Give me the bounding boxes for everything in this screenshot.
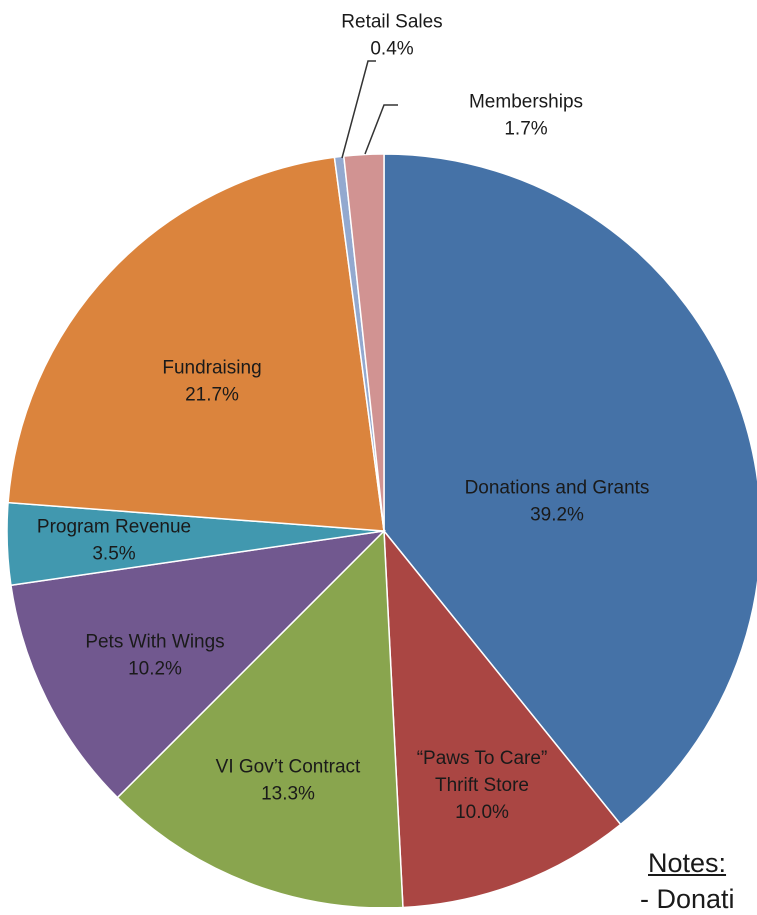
pie-slice-2 [383,528,622,907]
pie-slice-3 [116,529,404,907]
pie-slice-6 [7,156,385,532]
slice-value: 13.3% [261,784,315,805]
slice-label-8: Memberships 1.7% [469,92,583,140]
slice-value: 3.5% [92,544,135,565]
slice-name: Pets With Wings [85,632,224,653]
slice-name: Donations and Grants [465,478,650,499]
slice-value: 10.2% [128,659,182,680]
slice-value: 39.2% [530,505,584,526]
slice-label-1: Donations and Grants 39.2% [465,478,650,526]
slice-value: 1.7% [504,119,547,140]
pie-slice-8 [342,153,385,532]
slice-value: 21.7% [185,385,239,406]
slice-value: 0.4% [370,39,413,60]
slice-name: Memberships [469,92,583,113]
slice-label-3: VI Gov’t Contract 13.3% [216,757,361,805]
slice-name: Retail Sales [341,12,442,33]
leader-line-7 [341,60,376,159]
notes-heading: Notes: [648,848,727,878]
pie-slice-1 [383,153,757,826]
slice-label-6: Fundraising 21.7% [162,358,261,406]
slice-label-2: “Paws To Care” Thrift Store 10.0% [417,748,548,823]
slice-label-5: Program Revenue 3.5% [37,517,191,565]
leader-lines [341,60,398,159]
pie-slice-4 [10,529,387,799]
notes-first-line: - Donati [640,884,735,914]
slice-value: 10.0% [455,802,509,823]
slice-name: Fundraising [162,358,261,379]
slice-name: “Paws To Care” [417,748,548,769]
slice-name: Thrift Store [435,775,529,796]
slice-label-7: Retail Sales 0.4% [341,12,442,60]
slice-name: Program Revenue [37,517,191,538]
slice-label-4: Pets With Wings 10.2% [85,632,224,680]
slice-labels: Donations and Grants 39.2% “Paws To Care” T… [37,12,650,824]
leader-line-8 [364,104,398,155]
pie-slices [6,153,757,907]
slice-name: VI Gov’t Contract [216,757,361,778]
